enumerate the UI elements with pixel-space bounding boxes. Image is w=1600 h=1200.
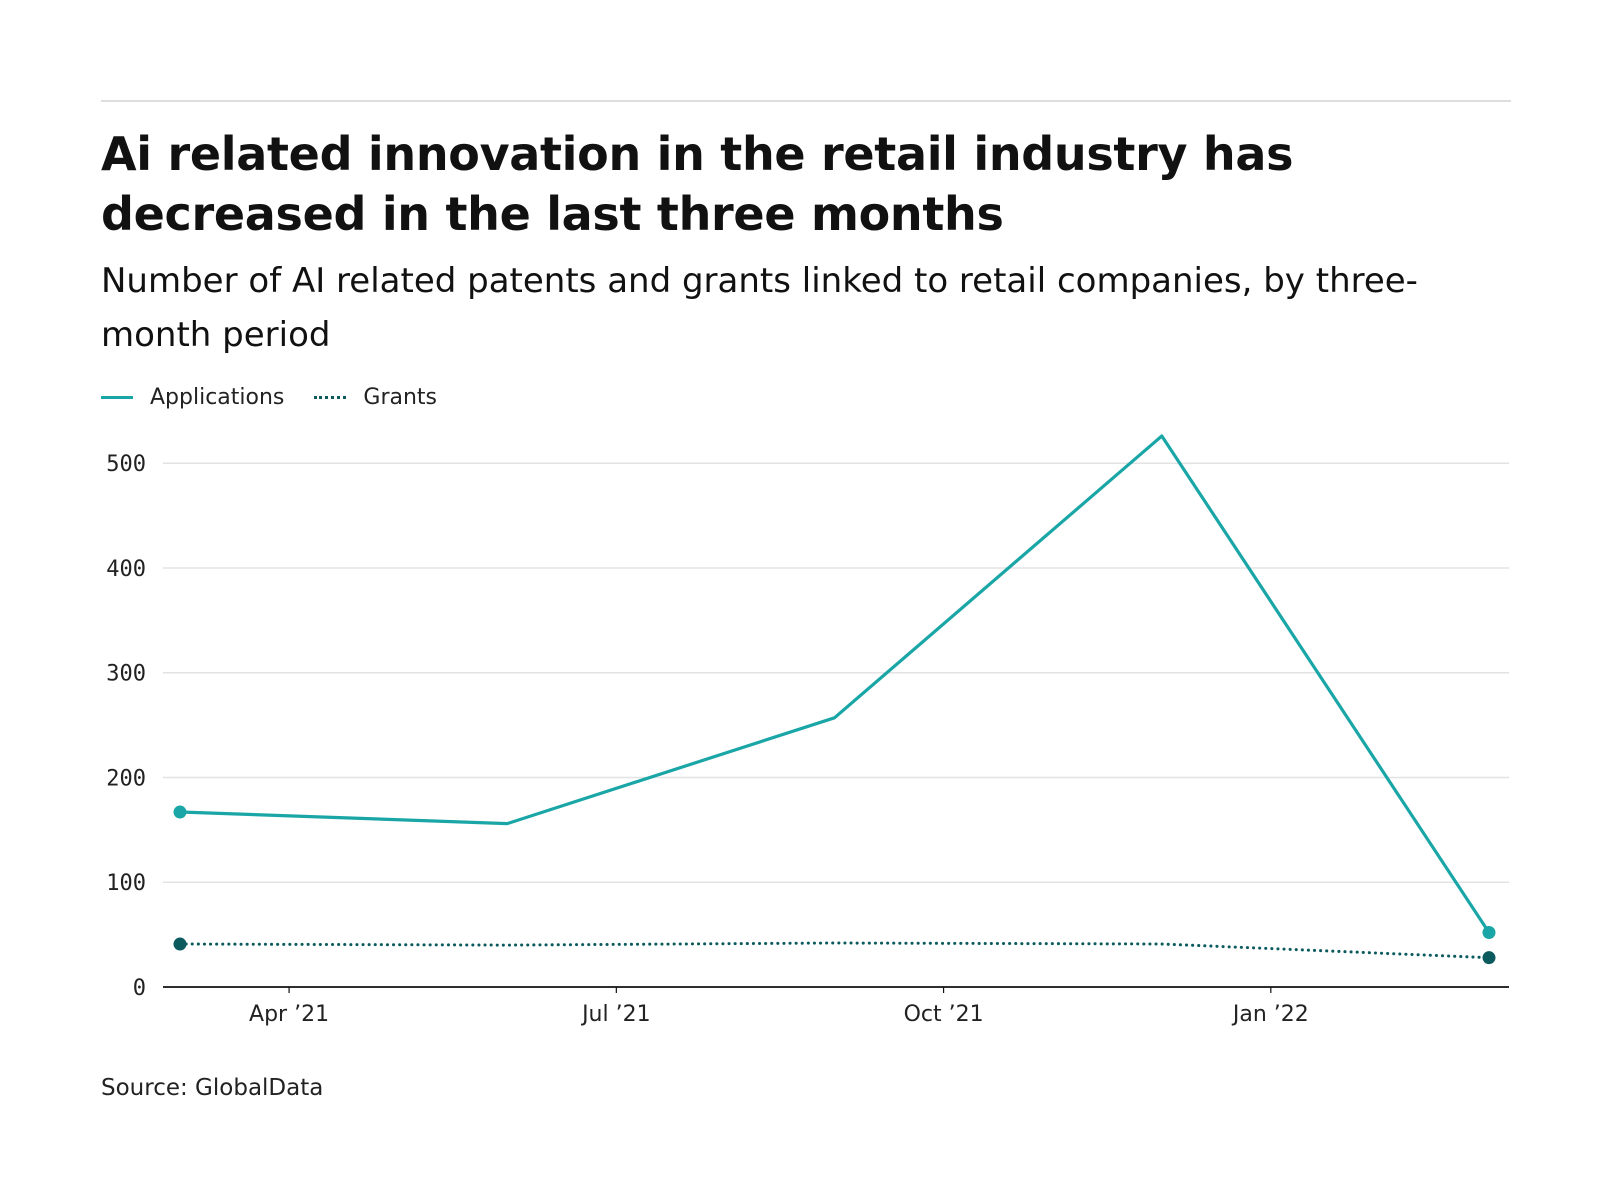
series-line-grants [178, 941, 1491, 960]
x-axis-ticks: Apr ’21 Jul ’21 Oct ’21 Jan ’22 [249, 987, 1309, 1027]
legend-item-applications: Applications [101, 385, 284, 410]
legend-item-grants: Grants [314, 385, 437, 410]
x-tick-label-1: Jul ’21 [580, 1002, 651, 1027]
chart-title: Ai related innovation in the retail indu… [101, 127, 1294, 241]
legend-swatch-grants [314, 395, 347, 399]
top-divider [101, 100, 1511, 102]
y-tick-label-100: 100 [106, 871, 146, 896]
series-point-applications-0 [173, 805, 187, 819]
legend-swatch-applications [101, 395, 133, 399]
y-tick-label-400: 400 [106, 557, 146, 582]
y-tick-label-200: 200 [106, 766, 146, 791]
series-point-applications-4 [1482, 926, 1496, 940]
y-tick-label-500: 500 [106, 452, 146, 477]
legend-label-applications: Applications [150, 384, 285, 410]
grid-lines [163, 462, 1509, 883]
y-axis-ticks: 0 100 200 300 400 500 [106, 452, 146, 1001]
legend: Applications Grants [101, 380, 467, 414]
line-chart: 0 100 200 300 400 500 Apr ’21 Jul ’21 Oct ’21 Ja… [106, 434, 1509, 1027]
x-tick-label-2: Oct ’21 [904, 1002, 984, 1027]
series-lines [173, 434, 1496, 965]
legend-label-grants: Grants [363, 384, 437, 410]
y-tick-label-0: 0 [133, 976, 146, 1001]
chart-subtitle: Number of AI related patents and grants … [101, 261, 1418, 355]
y-tick-label-300: 300 [106, 662, 146, 687]
series-point-grants-4 [1482, 951, 1496, 965]
x-tick-label-3: Jan ’22 [1231, 1002, 1309, 1027]
source-note: Source: GlobalData [101, 1075, 324, 1101]
x-tick-label-0: Apr ’21 [249, 1002, 329, 1027]
series-point-grants-0 [173, 937, 187, 951]
series-line-applications [178, 434, 1491, 935]
